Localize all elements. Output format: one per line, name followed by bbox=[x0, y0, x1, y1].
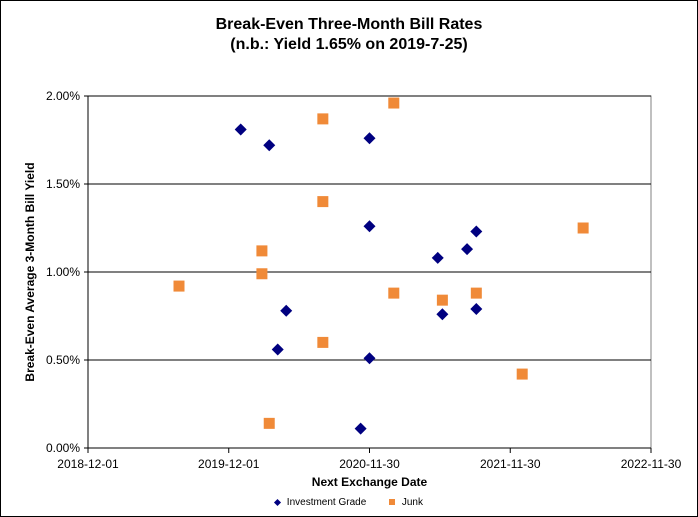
legend-label-investment-grade: Investment Grade bbox=[286, 497, 367, 508]
point-junk bbox=[436, 294, 448, 306]
point-investment-grade bbox=[470, 302, 483, 315]
point-junk bbox=[256, 245, 268, 257]
point-junk bbox=[256, 268, 268, 280]
x-tick-label: 2022-11-30 bbox=[621, 457, 682, 471]
point-investment-grade bbox=[431, 251, 444, 264]
y-tick-label: 0.00% bbox=[46, 441, 80, 455]
point-investment-grade bbox=[363, 132, 376, 145]
point-investment-grade bbox=[461, 243, 474, 256]
x-axis-title: Next Exchange Date bbox=[312, 475, 428, 489]
x-tick-label: 2019-12-01 bbox=[198, 457, 260, 471]
point-investment-grade bbox=[280, 304, 293, 317]
data-points bbox=[173, 97, 589, 435]
point-junk bbox=[317, 113, 329, 125]
point-junk bbox=[516, 368, 528, 380]
point-junk bbox=[470, 287, 482, 299]
x-tick-label: 2020-11-30 bbox=[339, 457, 400, 471]
point-junk bbox=[317, 336, 329, 348]
chart-title: Break-Even Three-Month Bill Rates bbox=[215, 16, 483, 33]
legend-marker-investment-grade bbox=[273, 498, 282, 506]
point-junk bbox=[263, 417, 275, 429]
point-investment-grade bbox=[363, 352, 376, 365]
chart-subtitle: (n.b.: Yield 1.65% on 2019-7-25) bbox=[230, 36, 468, 53]
legend-label-junk: Junk bbox=[401, 497, 423, 508]
y-tick-label: 0.50% bbox=[46, 353, 80, 367]
x-tick-labels: 2018-12-01 2019-12-01 2020-11-30 2021-11-30… bbox=[57, 448, 682, 471]
point-junk bbox=[173, 280, 185, 292]
legend-item-investment-grade: Investment Grade bbox=[273, 497, 367, 508]
y-tick-label: 1.00% bbox=[46, 265, 80, 279]
point-junk bbox=[388, 97, 400, 109]
y-axis-title: Break-Even Average 3-Month Bill Yield bbox=[23, 162, 37, 381]
point-investment-grade bbox=[234, 123, 247, 136]
point-investment-grade bbox=[363, 220, 376, 233]
legend: Investment Grade Junk bbox=[0, 497, 698, 508]
point-investment-grade bbox=[470, 225, 483, 238]
y-tick-label: 1.50% bbox=[46, 177, 80, 191]
legend-item-junk: Junk bbox=[389, 497, 423, 508]
y-tick-labels: 0.00% 0.50% 1.00% 1.50% 2.00% bbox=[46, 89, 88, 455]
point-junk bbox=[317, 196, 329, 208]
y-tick-label: 2.00% bbox=[46, 89, 80, 103]
point-junk bbox=[388, 287, 400, 299]
point-investment-grade bbox=[354, 422, 367, 435]
point-investment-grade bbox=[436, 308, 449, 321]
point-investment-grade bbox=[271, 343, 284, 356]
x-tick-label: 2021-11-30 bbox=[480, 457, 541, 471]
x-tick-label: 2018-12-01 bbox=[57, 457, 119, 471]
legend-marker-junk bbox=[389, 499, 396, 506]
point-investment-grade bbox=[263, 139, 276, 152]
point-junk bbox=[577, 222, 589, 234]
